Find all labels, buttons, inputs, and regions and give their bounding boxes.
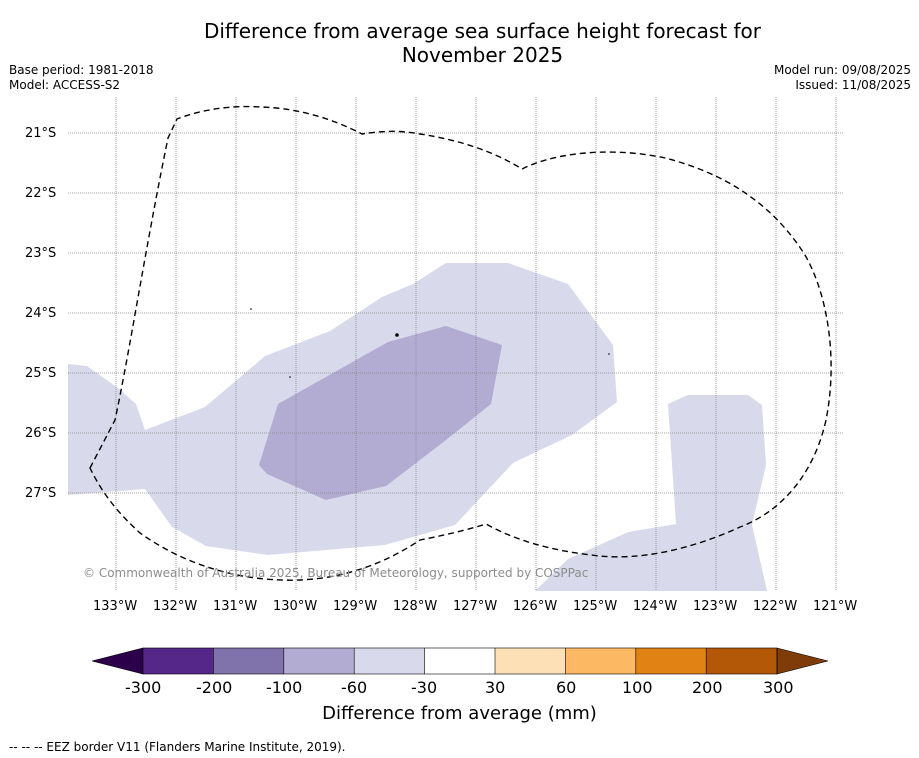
lon-label-128w: 128°W — [393, 599, 438, 614]
lon-label-123w: 123°W — [693, 599, 738, 614]
colorbar-cell-2 — [213, 648, 284, 674]
colorbar-label: Difference from average (mm) — [322, 703, 597, 724]
lon-label-131w: 131°W — [213, 599, 258, 614]
colorbar-tick: 300 — [763, 678, 794, 697]
colorbar-cell-8 — [635, 648, 707, 674]
graticule — [68, 97, 843, 591]
colorbar-tick: 100 — [622, 678, 653, 697]
colorbar-cell-5 — [424, 648, 495, 674]
eez-footnote: -- -- -- EEZ border V11 (Flanders Marine… — [9, 740, 346, 754]
colorbar-tick: 60 — [556, 678, 577, 697]
colorbar-tick: -30 — [411, 678, 438, 697]
chart-title: Difference from average sea surface heig… — [0, 19, 919, 67]
colorbar-tick: -100 — [266, 678, 303, 697]
colorbar-cell-1 — [143, 648, 214, 674]
lon-label-127w: 127°W — [453, 599, 498, 614]
title-line-1: Difference from average sea surface heig… — [203, 19, 762, 43]
anomaly-patch-southeast — [535, 395, 767, 591]
lat-label-24s: 24°S — [25, 306, 57, 321]
lon-label-132w: 132°W — [153, 599, 198, 614]
lon-label-121w: 121°W — [813, 599, 858, 614]
lat-label-27s: 27°S — [25, 486, 57, 501]
island-markers — [250, 308, 610, 378]
title-line-2: November 2025 — [401, 43, 564, 67]
model-run: Model run: 09/08/2025 — [773, 63, 911, 77]
colorbar-cell-6 — [495, 648, 566, 674]
meta-left: Base period: 1981-2018 Model: ACCESS-S2 — [9, 63, 154, 93]
copyright-credit: © Commonwealth of Australia 2025, Bureau… — [83, 566, 589, 580]
anomaly-band-minus100-minus60 — [259, 326, 502, 500]
lon-label-125w: 125°W — [573, 599, 618, 614]
colorbar-tick: -200 — [196, 678, 233, 697]
lon-label-130w: 130°W — [273, 599, 318, 614]
colorbar-tick: 30 — [485, 678, 506, 697]
base-period: Base period: 1981-2018 — [9, 63, 154, 77]
colorbar-extend-low — [91, 647, 144, 675]
colorbar-tick: -60 — [341, 678, 368, 697]
lat-label-21s: 21°S — [25, 126, 57, 141]
lat-label-23s: 23°S — [25, 246, 57, 261]
colorbar-dividers — [142, 647, 778, 675]
lat-label-26s: 26°S — [25, 426, 57, 441]
colorbar-tick: 200 — [692, 678, 723, 697]
lon-label-122w: 122°W — [753, 599, 798, 614]
lat-label-25s: 25°S — [25, 366, 57, 381]
model-name: Model: ACCESS-S2 — [9, 78, 121, 92]
colorbar-tick: -300 — [125, 678, 162, 697]
colorbar-extend-high — [776, 647, 829, 675]
lon-label-133w: 133°W — [93, 599, 138, 614]
lon-label-124w: 124°W — [633, 599, 678, 614]
lon-label-126w: 126°W — [513, 599, 558, 614]
colorbar-cell-4 — [354, 648, 425, 674]
eez-border — [89, 105, 832, 581]
meta-right: Model run: 09/08/2025 Issued: 11/08/2025 — [774, 63, 911, 93]
colorbar-cell-7 — [565, 648, 636, 674]
colorbar-cell-3 — [283, 648, 355, 674]
lon-label-129w: 129°W — [333, 599, 378, 614]
lat-label-22s: 22°S — [25, 186, 57, 201]
colorbar-cell-9 — [706, 648, 777, 674]
issued-date: Issued: 11/08/2025 — [795, 78, 911, 92]
